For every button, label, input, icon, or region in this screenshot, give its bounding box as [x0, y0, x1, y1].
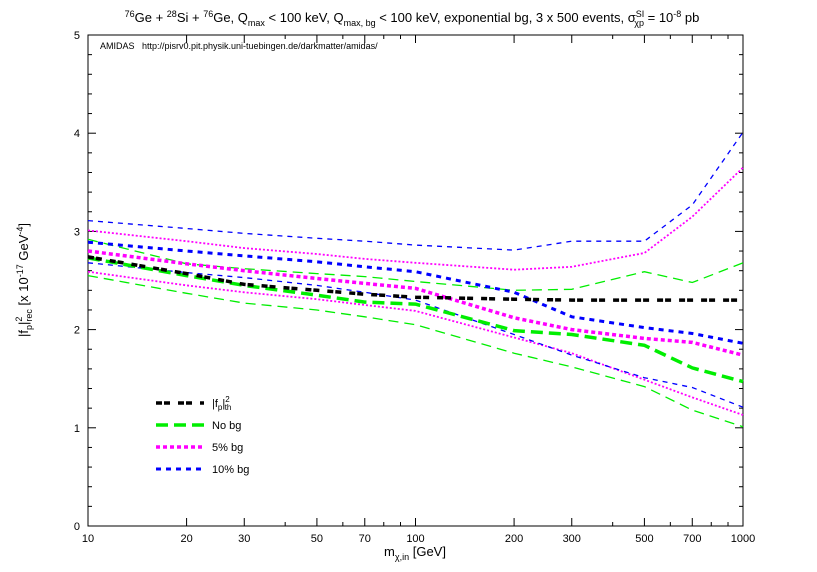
- title-text: < 100 keV, exponential bg, 3 x 500 event…: [376, 10, 636, 25]
- title-sub: χp: [634, 18, 644, 28]
- title-text: < 100 keV, Q: [265, 10, 344, 25]
- x-tick-label: 700: [683, 533, 701, 545]
- x-label-text: [GeV]: [409, 544, 446, 559]
- y-label-sup: -17: [15, 264, 25, 277]
- y-tick-label: 3: [74, 226, 80, 238]
- x-tick-label: 20: [180, 533, 192, 545]
- series-line-4: [87, 249, 744, 357]
- legend-label: 5% bg: [212, 442, 243, 454]
- plot-frame: [87, 34, 744, 527]
- x-tick-label: 300: [563, 533, 581, 545]
- y-tick-label: 0: [74, 521, 80, 533]
- y-tick-label: 4: [74, 128, 80, 140]
- legend-text: |: [222, 398, 225, 410]
- title-text: Si +: [177, 10, 203, 25]
- x-tick-label: 100: [406, 533, 424, 545]
- x-tick-label: 1000: [731, 533, 755, 545]
- title-text: Ge +: [135, 10, 167, 25]
- legend: |fp|2 th No bg 5% bg 10% bg: [156, 395, 249, 476]
- y-label-text: |f: [16, 330, 31, 337]
- y-tick-label: 5: [74, 30, 80, 42]
- y-label-sup: -4: [15, 227, 25, 235]
- series-line-7: [87, 240, 744, 345]
- y-label-sub: rec: [24, 309, 34, 322]
- x-label-text: m: [384, 544, 395, 559]
- legend-label: No bg: [212, 420, 241, 432]
- x-tick-label: 200: [505, 533, 523, 545]
- x-tick-label: 70: [359, 533, 371, 545]
- title-sup: 76: [203, 9, 213, 19]
- y-label-text: ]: [16, 223, 31, 227]
- x-tick-label: 10: [82, 533, 94, 545]
- amidas-annotation: AMIDAS http://pisrv0.pit.physik.uni-tueb…: [100, 41, 378, 51]
- legend-sub: th: [225, 403, 232, 412]
- title-sup: -8: [673, 9, 681, 19]
- title-sup: SI: [636, 9, 645, 19]
- legend-text: |f: [212, 398, 219, 410]
- series-line-8: [87, 131, 744, 251]
- title-sup: 28: [167, 9, 177, 19]
- title-text: Ge, Q: [213, 10, 248, 25]
- legend-label: 10% bg: [212, 464, 249, 476]
- title-text: pb: [681, 10, 699, 25]
- series-line-5: [87, 166, 744, 271]
- series-line-6: [87, 270, 744, 416]
- y-tick-label: 1: [74, 423, 80, 435]
- legend-sub: p: [218, 403, 223, 412]
- title-text: = 10: [644, 10, 673, 25]
- x-tick-label: 500: [635, 533, 653, 545]
- y-label-sub: p: [24, 325, 34, 330]
- title-sub: max, bg: [344, 18, 376, 28]
- series-line-9: [87, 262, 744, 408]
- x-label-sub: χ,in: [395, 552, 409, 562]
- series-line-0: [87, 255, 743, 302]
- chart-title: 76Ge + 28Si + 76Ge, Qmax < 100 keV, Qmax…: [125, 9, 700, 28]
- x-axis-label: mχ,in [GeV]: [384, 544, 446, 562]
- title-sup: 76: [125, 9, 135, 19]
- y-label-text: GeV: [16, 234, 31, 264]
- y-label-text: [x 10: [16, 277, 31, 309]
- title-sub: max: [248, 18, 266, 28]
- x-tick-label: 50: [311, 533, 323, 545]
- series-line-1: [87, 256, 744, 384]
- axis-ticks: 0 1 2 3 4 5 10 20 30 50 70 100 200 300 500 700 1000: [74, 30, 755, 545]
- series-lines: [87, 131, 744, 428]
- legend-label: |fp|2 th: [212, 395, 231, 412]
- series-line-2: [87, 238, 744, 291]
- x-tick-label: 30: [238, 533, 250, 545]
- y-label-sup: 2: [14, 317, 24, 322]
- y-label-text: |: [16, 322, 31, 325]
- y-tick-label: 2: [74, 325, 80, 337]
- y-axis-label: |fp|2rec [x 10-17 GeV-4]: [14, 223, 34, 337]
- legend-sup: 2: [225, 395, 230, 404]
